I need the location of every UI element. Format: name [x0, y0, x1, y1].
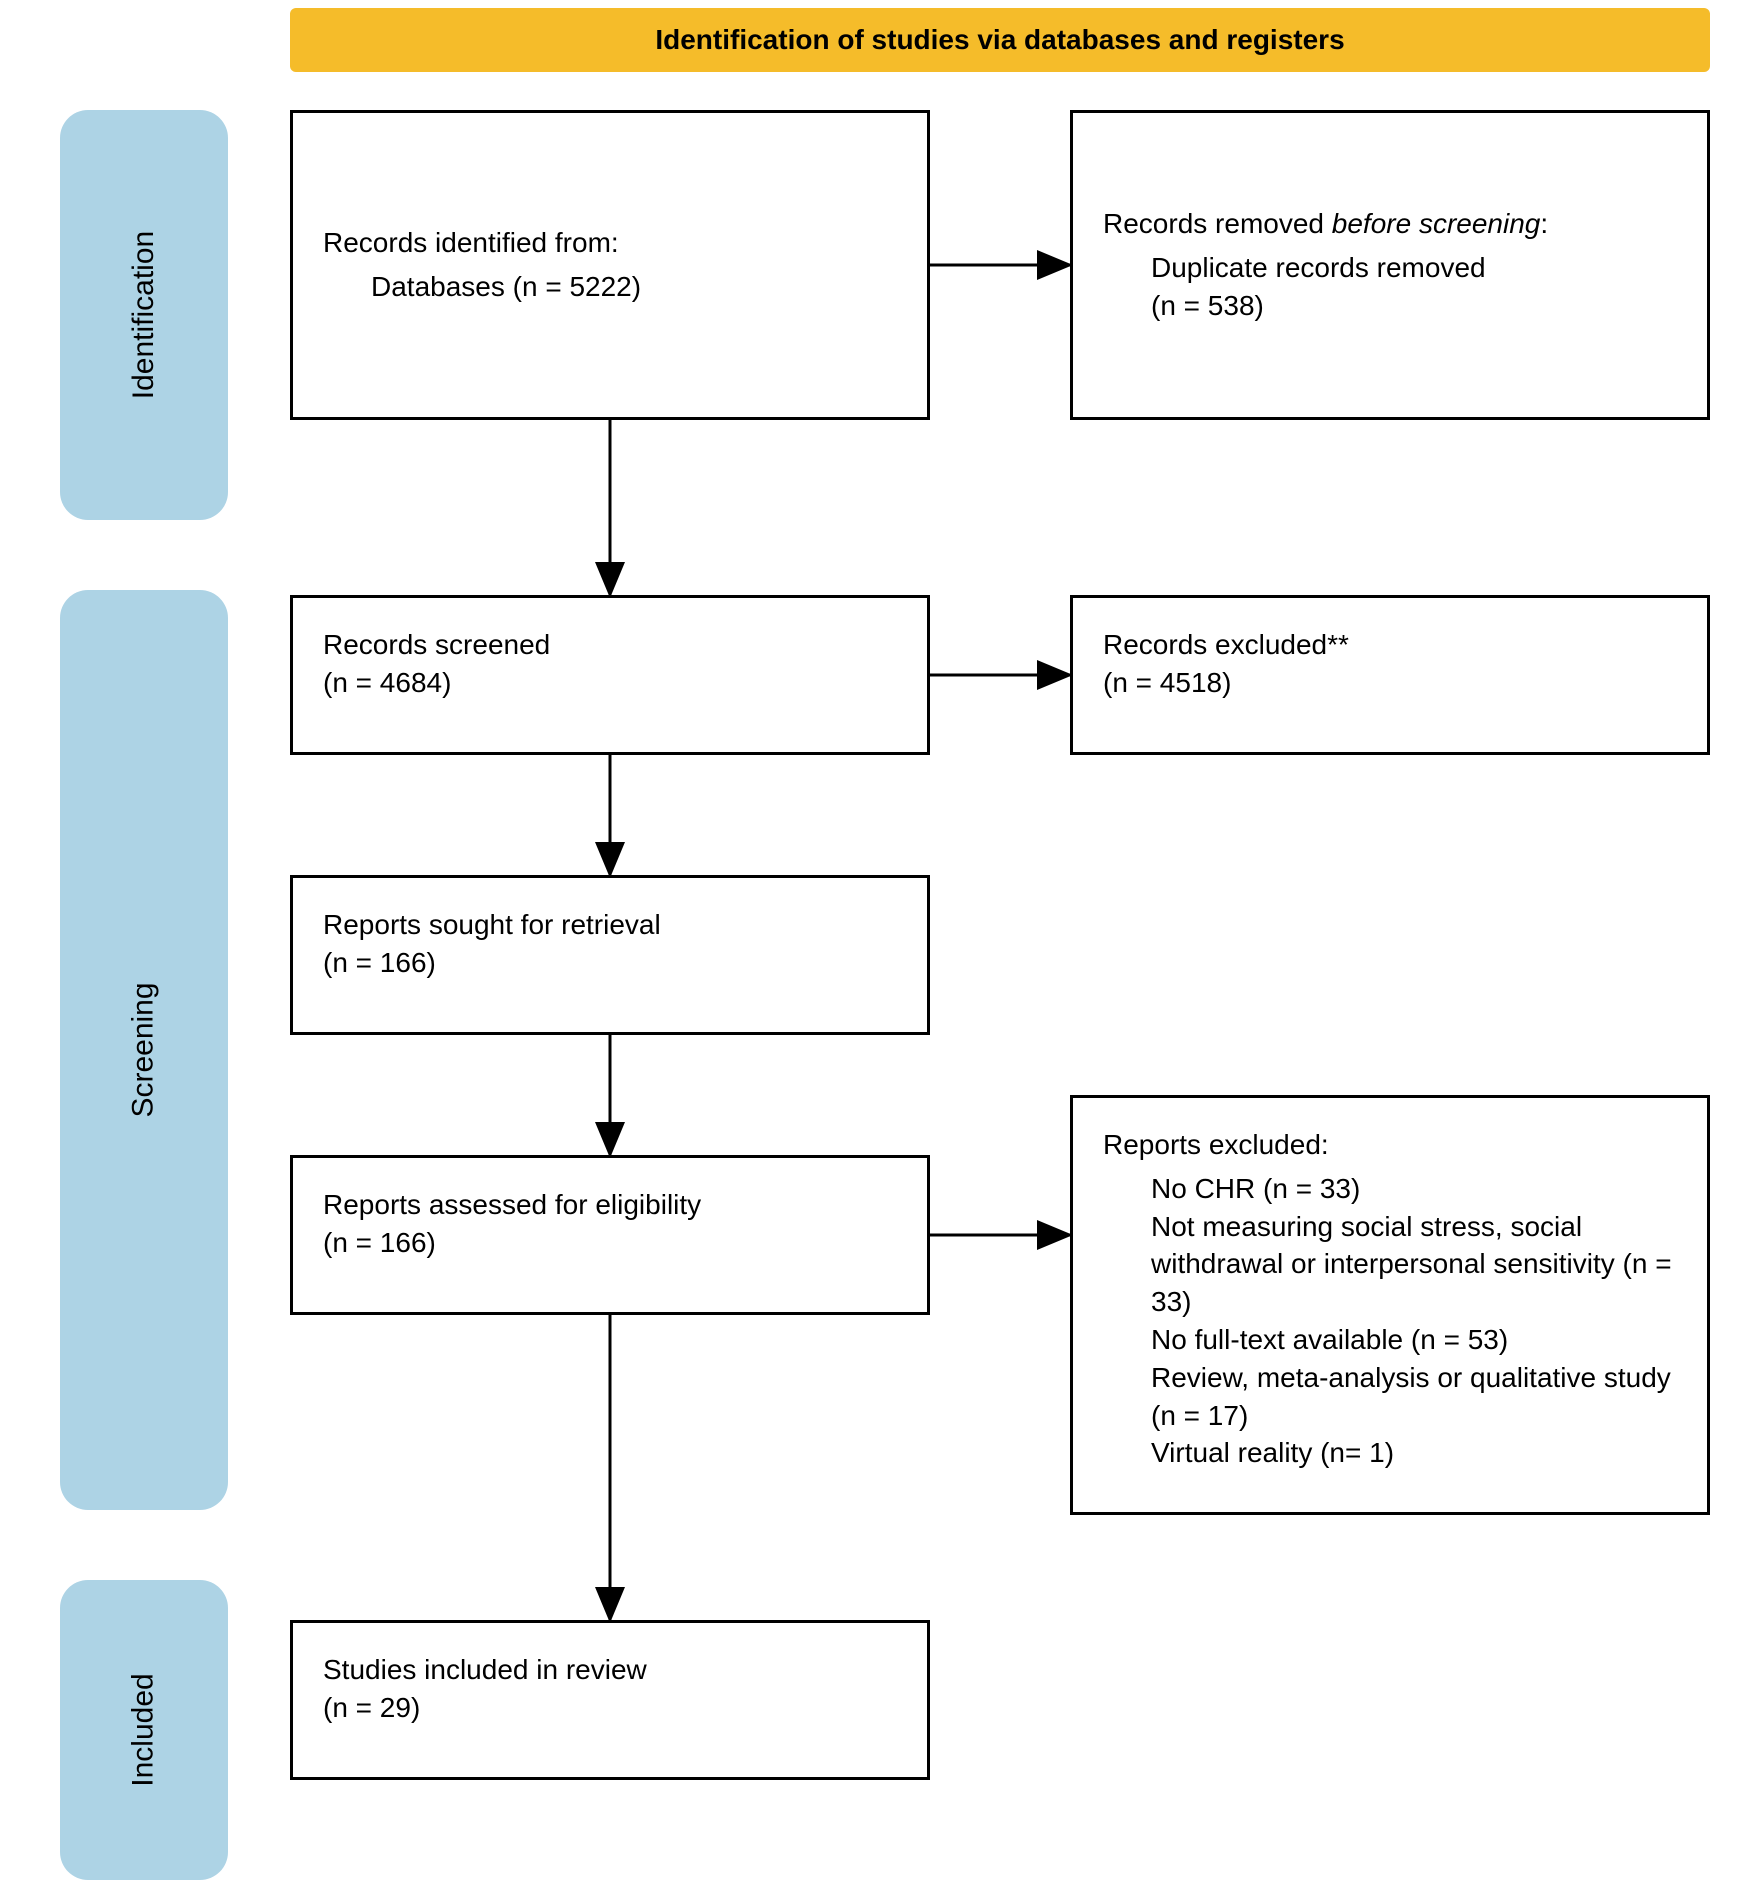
box-line: Reports excluded:: [1103, 1126, 1677, 1164]
phase-included: Included: [60, 1580, 228, 1880]
box-line: Reports sought for retrieval: [323, 906, 897, 944]
box-b8: Studies included in review(n = 29): [290, 1620, 930, 1780]
phase-screening: Screening: [60, 590, 228, 1510]
box-line: (n = 4518): [1103, 664, 1677, 702]
box-line: Virtual reality (n= 1): [1103, 1434, 1677, 1472]
box-line: Records identified from:: [323, 224, 897, 262]
box-line: No CHR (n = 33): [1103, 1170, 1677, 1208]
box-b3: Records screened(n = 4684): [290, 595, 930, 755]
box-line: Databases (n = 5222): [323, 268, 897, 306]
box-line: Duplicate records removed: [1103, 249, 1677, 287]
header-title: Identification of studies via databases …: [655, 24, 1344, 56]
box-b4: Records excluded**(n = 4518): [1070, 595, 1710, 755]
phase-label-text: Included: [127, 1673, 161, 1786]
box-b1: Records identified from: Databases (n = 5…: [290, 110, 930, 420]
box-line: Records removed before screening:: [1103, 205, 1677, 243]
box-line: Not measuring social stress, social with…: [1103, 1208, 1677, 1321]
phase-label-text: Screening: [127, 982, 161, 1117]
box-line: (n = 538): [1103, 287, 1677, 325]
phase-identification: Identification: [60, 110, 228, 520]
box-line: Records excluded**: [1103, 626, 1677, 664]
phase-label-text: Identification: [127, 231, 161, 399]
box-line: Records screened: [323, 626, 897, 664]
box-line: (n = 4684): [323, 664, 897, 702]
box-line: Studies included in review: [323, 1651, 897, 1689]
box-line: (n = 29): [323, 1689, 897, 1727]
box-line: No full-text available (n = 53): [1103, 1321, 1677, 1359]
box-line: Review, meta-analysis or qualitative stu…: [1103, 1359, 1677, 1435]
box-b5: Reports sought for retrieval(n = 166): [290, 875, 930, 1035]
prisma-flowchart: Identification of studies via databases …: [0, 0, 1750, 1904]
box-b6: Reports assessed for eligibility(n = 166…: [290, 1155, 930, 1315]
box-b2: Records removed before screening: Duplica…: [1070, 110, 1710, 420]
box-line: (n = 166): [323, 1224, 897, 1262]
box-b7: Reports excluded: No CHR (n = 33)Not meas…: [1070, 1095, 1710, 1515]
box-line: (n = 166): [323, 944, 897, 982]
header-bar: Identification of studies via databases …: [290, 8, 1710, 72]
box-line: Reports assessed for eligibility: [323, 1186, 897, 1224]
